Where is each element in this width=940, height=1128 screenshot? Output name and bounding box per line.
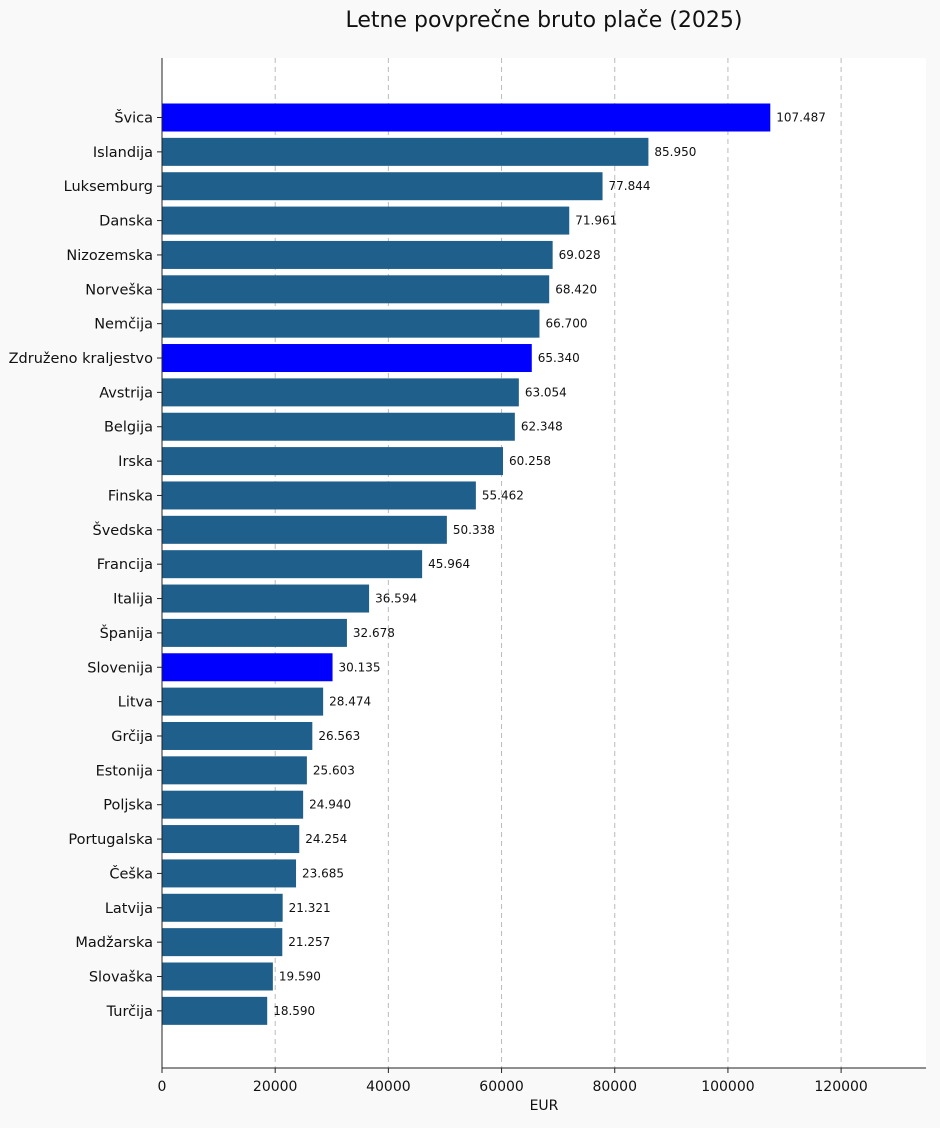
category-label: Grčija	[111, 729, 153, 745]
bar-14	[162, 584, 370, 613]
value-label: 23.685	[302, 866, 344, 880]
x-tick-label: 60000	[479, 1079, 524, 1095]
value-label: 24.940	[309, 798, 351, 812]
bar-9	[162, 412, 515, 441]
category-label: Madžarska	[75, 935, 153, 951]
x-tick-label: 0	[158, 1079, 167, 1095]
category-label: Slovaška	[89, 970, 153, 986]
x-tick-label: 120000	[814, 1079, 867, 1095]
bar-18	[162, 721, 313, 750]
category-label: Nemčija	[94, 317, 153, 333]
value-label: 19.590	[279, 970, 321, 984]
value-label: 71.961	[575, 214, 617, 228]
bar-16	[162, 653, 333, 682]
bar-6	[162, 309, 540, 338]
value-label: 65.340	[538, 351, 580, 365]
value-label: 66.700	[545, 317, 587, 331]
value-label: 21.321	[289, 901, 331, 915]
category-label: Norveška	[85, 282, 153, 298]
bar-26	[162, 996, 268, 1025]
category-label: Francija	[97, 557, 153, 573]
category-label: Italija	[113, 592, 153, 608]
bar-7	[162, 344, 532, 373]
category-label: Belgija	[104, 420, 153, 436]
value-label: 25.603	[313, 763, 355, 777]
bar-22	[162, 859, 297, 888]
value-label: 77.844	[609, 179, 651, 193]
category-label: Irska	[118, 454, 153, 470]
value-label: 85.950	[654, 145, 696, 159]
value-label: 26.563	[318, 729, 360, 743]
category-label: Islandija	[93, 145, 153, 161]
value-label: 18.590	[273, 1004, 315, 1018]
category-label: Luksemburg	[64, 179, 153, 195]
category-label: Češka	[109, 864, 153, 882]
value-label: 60.258	[509, 454, 551, 468]
x-tick-label: 80000	[592, 1079, 637, 1095]
category-label: Avstrija	[99, 385, 153, 401]
bar-24	[162, 928, 283, 957]
x-tick-label: 20000	[253, 1079, 298, 1095]
x-tick-label: 100000	[701, 1079, 754, 1095]
category-label: Švica	[114, 109, 153, 127]
bar-12	[162, 515, 447, 544]
bar-11	[162, 481, 476, 510]
bar-8	[162, 378, 519, 407]
value-label: 32.678	[353, 626, 395, 640]
category-label: Latvija	[105, 901, 153, 917]
category-label: Finska	[108, 488, 153, 504]
category-label: Poljska	[103, 798, 153, 814]
category-label: Slovenija	[87, 660, 153, 676]
bar-15	[162, 618, 347, 647]
value-label: 36.594	[375, 592, 417, 606]
bar-10	[162, 447, 504, 476]
bar-4	[162, 240, 553, 269]
chart-title: Letne povprečne bruto plače (2025)	[345, 8, 743, 33]
bar-21	[162, 825, 300, 854]
value-label: 107.487	[776, 111, 826, 125]
bar-2	[162, 172, 603, 201]
category-label: Združeno kraljestvo	[9, 351, 154, 367]
category-label: Španija	[100, 624, 153, 642]
value-label: 24.254	[305, 832, 347, 846]
bar-17	[162, 687, 324, 716]
category-label: Portugalska	[68, 832, 153, 848]
value-label: 50.338	[453, 523, 495, 537]
bar-13	[162, 550, 423, 579]
category-label: Turčija	[106, 1004, 153, 1020]
value-label: 63.054	[525, 385, 567, 399]
labels: 0 20000 40000 60000 80000 100000 120000 Švica 10…	[9, 109, 868, 1096]
bar-5	[162, 275, 550, 304]
bar-3	[162, 206, 570, 235]
value-label: 28.474	[329, 695, 371, 709]
bar-19	[162, 756, 307, 785]
value-label: 30.135	[339, 660, 381, 674]
bar-0	[162, 103, 771, 132]
bar-1	[162, 137, 649, 166]
x-axis-title: EUR	[530, 1098, 559, 1114]
x-tick-label: 40000	[366, 1079, 411, 1095]
category-label: Nizozemska	[66, 248, 153, 264]
value-label: 21.257	[288, 935, 330, 949]
category-label: Švedska	[93, 521, 154, 539]
value-label: 62.348	[521, 420, 563, 434]
category-label: Estonija	[96, 763, 153, 779]
bar-20	[162, 790, 304, 819]
value-label: 45.964	[428, 557, 470, 571]
value-label: 55.462	[482, 488, 524, 502]
bar-25	[162, 962, 273, 991]
category-label: Litva	[118, 695, 153, 711]
value-label: 69.028	[559, 248, 601, 262]
value-label: 68.420	[555, 282, 597, 296]
category-label: Danska	[99, 214, 153, 230]
bars	[162, 103, 771, 1025]
bar-23	[162, 893, 283, 922]
